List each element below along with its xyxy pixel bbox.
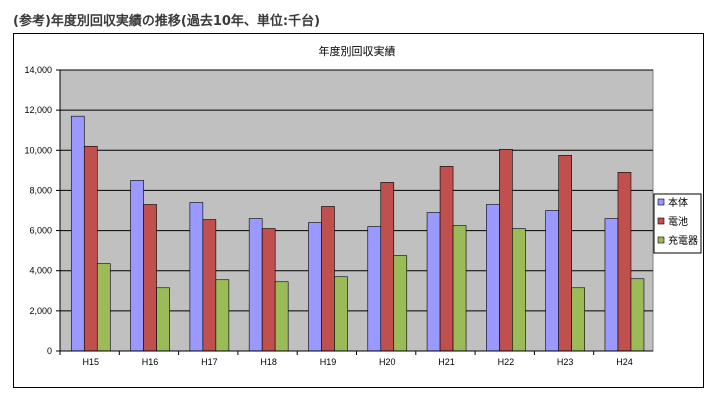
bar [248, 218, 263, 352]
bar [261, 228, 276, 352]
legend-swatch [657, 198, 665, 206]
x-tick-label: H16 [142, 357, 159, 367]
x-tick-label: H18 [260, 357, 277, 367]
legend-label: 本体 [668, 196, 688, 209]
x-tick-label: H17 [201, 357, 218, 367]
bar [439, 166, 454, 352]
x-tick-label: H15 [83, 357, 100, 367]
legend-label: 電池 [668, 215, 688, 228]
bar [545, 210, 559, 352]
bar [452, 225, 467, 352]
bar [558, 155, 572, 352]
bar [380, 182, 395, 352]
y-tick-label: 10,000 [24, 145, 52, 155]
x-tick-label: H24 [616, 357, 633, 367]
bar [156, 287, 170, 352]
y-tick-label: 6,000 [29, 226, 52, 236]
page-heading: (参考)年度別回収実績の推移(過去10年、単位:千台) [13, 14, 321, 29]
bar [630, 278, 645, 352]
bar [604, 218, 619, 352]
y-tick-label: 4,000 [29, 266, 52, 276]
x-axis: H15 H16 H17 H18 H19 H20 H21 H22 H23 H24 [59, 350, 653, 367]
legend-swatch [657, 236, 665, 244]
bar [274, 281, 289, 352]
y-tick-label: 0 [47, 346, 52, 356]
bar [202, 219, 217, 352]
bar [96, 263, 111, 352]
bar [308, 222, 322, 352]
x-tick-label: H22 [498, 357, 515, 367]
bar [83, 145, 98, 352]
legend-label: 充電器 [668, 234, 698, 247]
bar [426, 212, 441, 352]
bar [130, 180, 144, 352]
x-tick-label: H23 [557, 357, 574, 367]
y-tick-label: 8,000 [29, 185, 52, 195]
legend-swatch [657, 217, 665, 225]
bar [499, 148, 513, 352]
bar [189, 202, 204, 352]
y-axis: 0 2,000 4,000 6,000 8,000 10,000 12,000 14,000 [24, 65, 61, 356]
bar [367, 226, 382, 352]
bar [571, 287, 585, 352]
bar [617, 172, 632, 352]
bar [512, 228, 526, 352]
bar [486, 204, 500, 352]
bar [70, 115, 85, 352]
x-tick-label: H21 [438, 357, 455, 367]
y-tick-label: 2,000 [29, 306, 52, 316]
chart-title: 年度別回収実績 [319, 44, 396, 58]
x-tick-label: H20 [379, 357, 396, 367]
bar [393, 255, 408, 352]
y-tick-label: 14,000 [24, 65, 52, 75]
bar [334, 276, 348, 352]
bar [143, 204, 157, 352]
bar [215, 279, 230, 352]
bar [321, 206, 335, 352]
bars [70, 115, 645, 352]
y-tick-label: 12,000 [24, 105, 52, 115]
x-tick-label: H19 [320, 357, 337, 367]
